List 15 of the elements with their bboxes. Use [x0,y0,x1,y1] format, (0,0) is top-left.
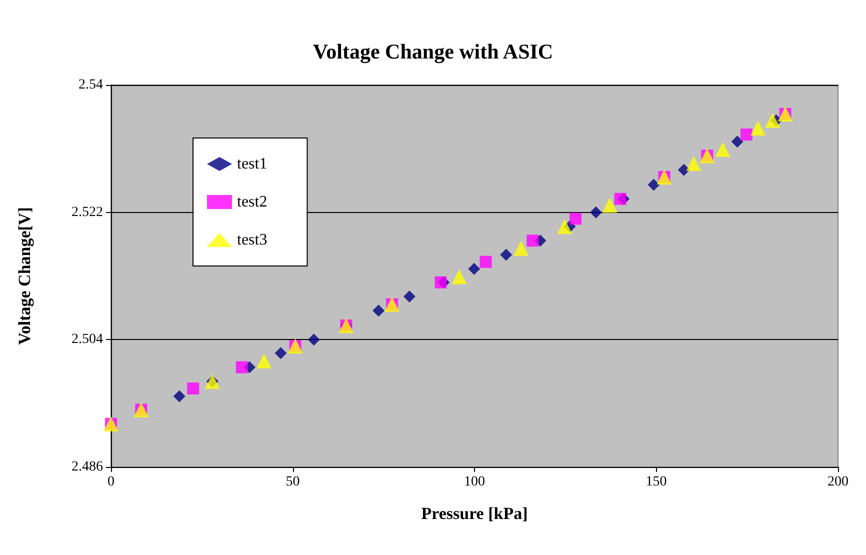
legend-label: test1 [237,156,268,172]
x-axis-title: Pressure [kPa] [421,504,528,523]
x-tick-label: 150 [646,474,667,490]
x-tick-label: 200 [828,474,848,490]
y-tick-label: 2.522 [72,204,103,220]
x-tick-label: 100 [464,474,485,490]
legend-label: test2 [237,194,268,210]
y-tick-label: 2.54 [78,78,103,92]
x-tick-label: 0 [108,474,114,490]
chart-title: Voltage Change with ASIC [312,40,554,64]
legend-label: test3 [237,232,268,248]
y-axis-title: Voltage Change[V] [15,207,34,345]
y-tick-label: 2.504 [72,332,103,348]
y-tick-label: 2.486 [72,460,103,474]
x-tick-label: 50 [286,474,300,490]
